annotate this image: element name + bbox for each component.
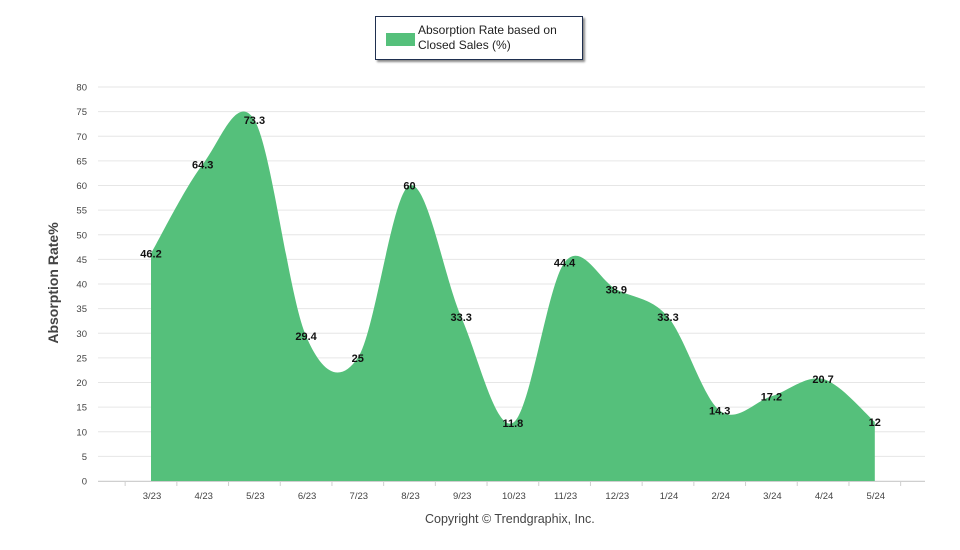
x-tick-label: 1/24 [660, 491, 679, 502]
y-tick-label: 40 [76, 280, 87, 291]
data-label: 64.3 [192, 159, 213, 171]
x-tick-label: 11/23 [554, 491, 577, 502]
y-axis-title: Absorption Rate% [45, 222, 61, 344]
legend-swatch [386, 33, 415, 46]
x-tick-label: 4/23 [194, 491, 213, 502]
data-label: 73.3 [244, 115, 265, 127]
x-tick-label: 10/23 [502, 491, 526, 502]
y-tick-label: 20 [76, 378, 87, 389]
y-tick-label: 55 [76, 206, 87, 217]
y-tick-label: 70 [76, 132, 87, 143]
y-tick-label: 10 [76, 427, 87, 438]
y-tick-label: 80 [76, 83, 87, 94]
data-label: 20.7 [812, 374, 833, 386]
data-label: 46.2 [140, 248, 161, 260]
x-tick-label: 9/23 [453, 491, 472, 502]
data-label: 33.3 [657, 312, 678, 324]
x-tick-label: 8/23 [401, 491, 420, 502]
x-tick-label: 4/24 [815, 491, 834, 502]
data-label: 33.3 [450, 312, 471, 324]
x-tick-label: 5/24 [867, 491, 886, 502]
copyright-text: Copyright © Trendgraphix, Inc. [425, 512, 595, 526]
data-label: 11.8 [502, 418, 523, 430]
series-area [151, 111, 875, 481]
data-label: 25 [352, 353, 364, 365]
y-tick-label: 75 [76, 107, 87, 118]
x-tick-label: 2/24 [711, 491, 730, 502]
y-tick-label: 50 [76, 230, 87, 241]
y-tick-label: 0 [82, 477, 87, 488]
data-label: 12 [869, 417, 881, 429]
y-axis: 0 5 10 15 20 25 30 35 40 45 50 55 60 65 70 75 80 [76, 83, 87, 488]
data-labels: 46.2 64.3 73.3 29.4 25 60 33.3 11.8 44.4 38.9 33.3… [140, 115, 881, 430]
data-label: 44.4 [554, 257, 576, 269]
y-tick-label: 60 [76, 181, 87, 192]
y-tick-label: 15 [76, 403, 87, 414]
area-series-fill [151, 111, 875, 481]
x-tick-label: 5/23 [246, 491, 265, 502]
data-label: 38.9 [606, 284, 627, 296]
x-axis: 3/23 4/23 5/23 6/23 7/23 8/23 9/23 10/23 11/23 12… [124, 481, 902, 502]
x-tick-label: 7/23 [350, 491, 369, 502]
legend[interactable]: Absorption Rate based on Closed Sales (%… [375, 16, 583, 60]
data-label: 17.2 [761, 391, 782, 403]
y-tick-label: 5 [82, 452, 87, 463]
data-label: 14.3 [709, 406, 730, 418]
y-tick-label: 35 [76, 304, 87, 315]
x-tick-label: 6/23 [298, 491, 317, 502]
y-tick-label: 65 [76, 156, 87, 167]
y-tick-label: 45 [76, 255, 87, 266]
x-tick-label: 3/23 [143, 491, 162, 502]
data-label: 60 [403, 181, 415, 193]
legend-label: Absorption Rate based on Closed Sales (%… [418, 23, 557, 52]
y-tick-label: 30 [76, 329, 87, 340]
x-tick-label: 3/24 [763, 491, 782, 502]
y-tick-label: 25 [76, 353, 87, 364]
x-tick-label: 12/23 [605, 491, 629, 502]
data-label: 29.4 [295, 331, 317, 343]
